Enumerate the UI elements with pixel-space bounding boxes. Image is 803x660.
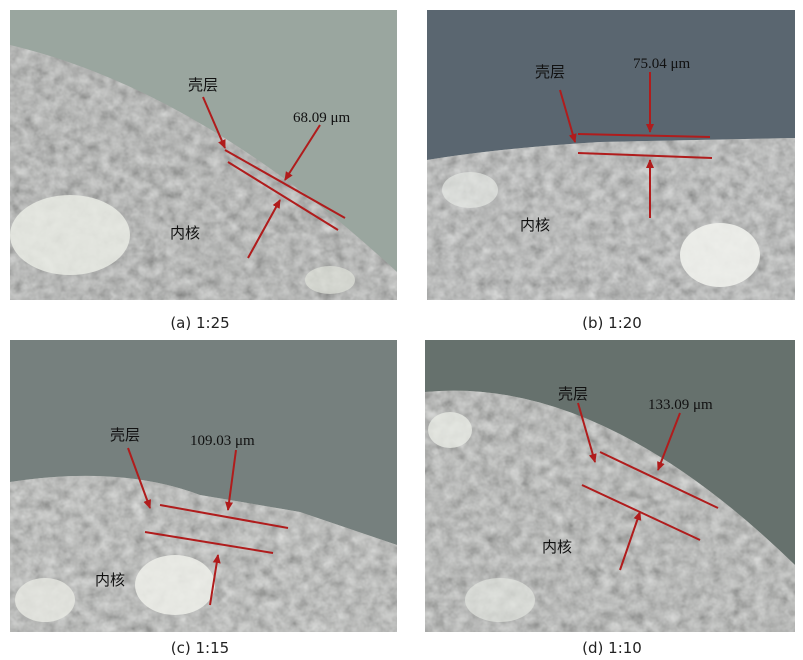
caption: (b) 1:20 <box>582 314 642 332</box>
core-label: 内核 <box>95 572 125 589</box>
core-label: 内核 <box>170 225 200 242</box>
micrograph-c <box>10 340 397 632</box>
thickness-label: 109.03 μm <box>190 433 255 449</box>
caption: (c) 1:15 <box>171 639 229 657</box>
shell-label: 壳层 <box>188 77 218 94</box>
core-label: 内核 <box>542 539 572 556</box>
shell-label: 壳层 <box>535 64 565 81</box>
caption: (a) 1:25 <box>170 314 229 332</box>
thickness-label: 133.09 μm <box>648 397 713 413</box>
micrograph-a <box>10 10 397 300</box>
core-label: 内核 <box>520 217 550 234</box>
caption: (d) 1:10 <box>582 639 642 657</box>
shell-label: 壳层 <box>110 427 140 444</box>
thickness-label: 68.09 μm <box>293 110 351 126</box>
thickness-label: 75.04 μm <box>633 56 691 72</box>
figure: 壳层 68.09 μm 内核 (a) 1:25 壳层 75.04 μm 内核 (… <box>0 0 803 660</box>
shell-label: 壳层 <box>558 386 588 403</box>
micrograph-d <box>425 340 795 632</box>
